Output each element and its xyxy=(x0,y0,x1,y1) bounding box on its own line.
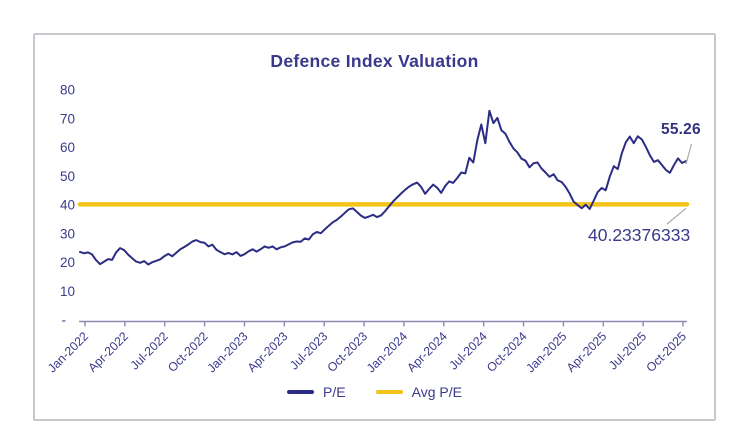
legend-item-pe: P/E xyxy=(287,384,346,400)
chart-title: Defence Index Valuation xyxy=(270,51,479,71)
pe-line-swatch xyxy=(287,390,315,394)
legend-label-avg-pe: Avg P/E xyxy=(411,384,462,400)
last-value-label: 55.26 xyxy=(661,121,701,138)
legend: P/E Avg P/E xyxy=(33,384,716,400)
avg-value-label: 40.23376333 xyxy=(588,225,691,245)
legend-item-avg-pe: Avg P/E xyxy=(375,384,462,400)
avg-pe-line-swatch xyxy=(375,389,403,395)
legend-label-pe: P/E xyxy=(323,384,346,400)
